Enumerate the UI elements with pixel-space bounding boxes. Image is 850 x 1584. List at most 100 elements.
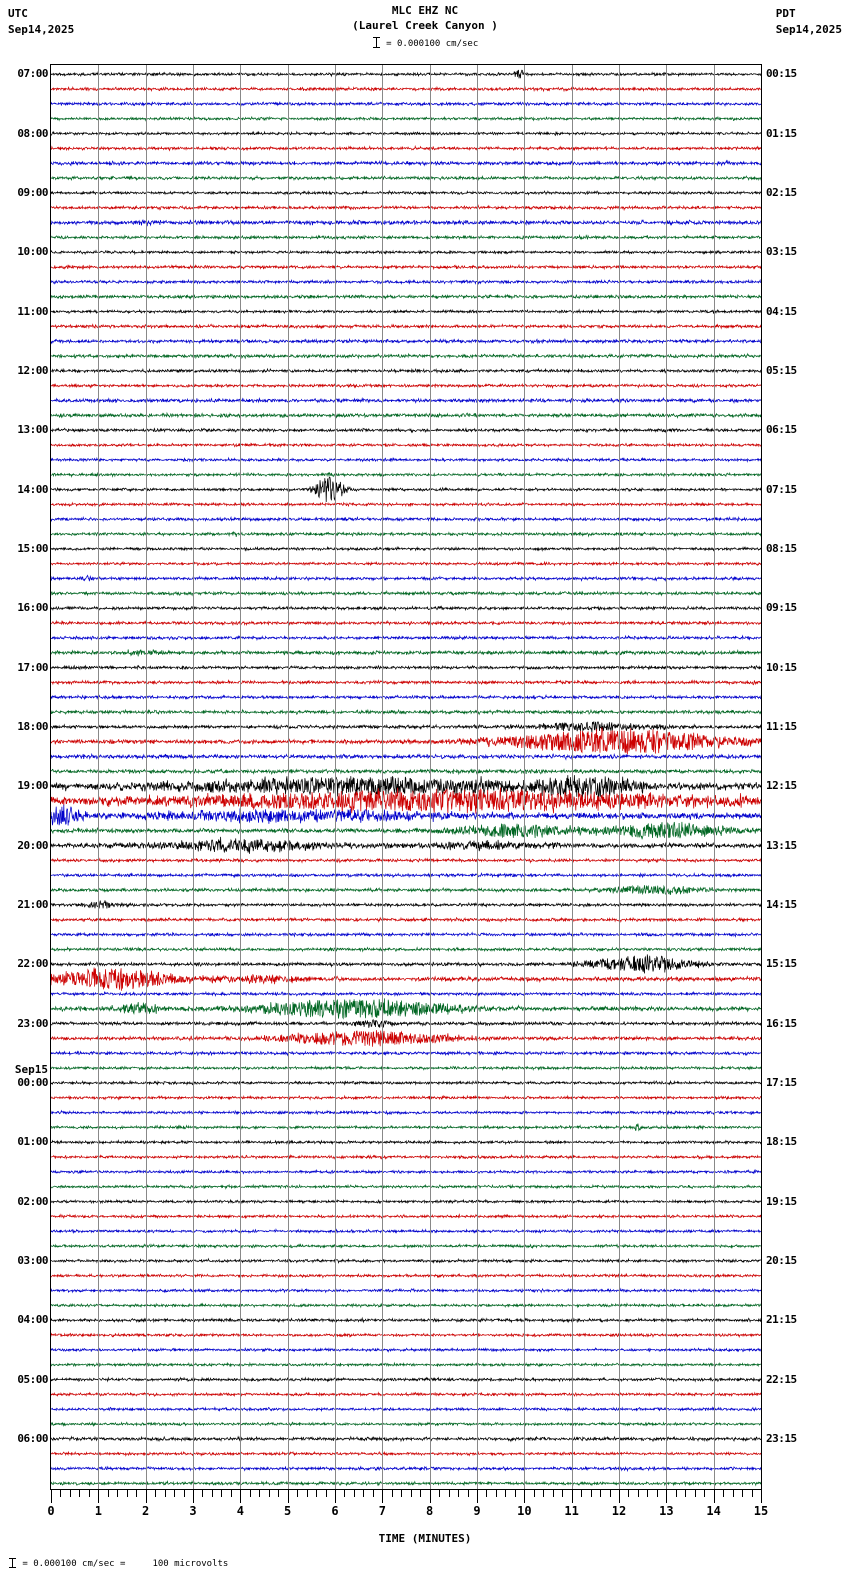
- trace-81-red: [51, 1272, 761, 1279]
- trace-50-blue: [51, 804, 761, 826]
- trace-3-green: [51, 115, 761, 122]
- helicorder-plot[interactable]: [50, 64, 762, 1490]
- trace-89-red: [51, 1391, 761, 1398]
- trace-20-black: [51, 367, 761, 374]
- trace-15-green: [51, 293, 761, 300]
- pdt-time-label-1015: 10:15: [766, 660, 797, 674]
- trace-64-black: [51, 1018, 761, 1028]
- trace-92-black: [51, 1435, 761, 1443]
- utc-time-label-1200: 12:00: [17, 363, 48, 377]
- trace-55-green: [51, 884, 761, 896]
- trace-19-green: [51, 352, 761, 360]
- x-tick-minor: [259, 1490, 261, 1497]
- trace-30-blue: [51, 515, 761, 523]
- trace-37-red: [51, 619, 761, 627]
- x-tick-minor: [533, 1490, 535, 1497]
- x-tick-label-14: 14: [706, 1504, 721, 1518]
- trace-70-blue: [51, 1109, 761, 1116]
- x-tick-minor: [647, 1490, 649, 1497]
- x-tick-minor: [297, 1490, 299, 1497]
- x-tick-minor: [107, 1490, 109, 1497]
- x-tick-label-5: 5: [284, 1504, 292, 1518]
- footer-scale-bar-icon: [8, 1558, 17, 1568]
- left-timezone-label: UTC: [8, 7, 28, 20]
- x-tick-minor: [628, 1490, 630, 1497]
- trace-8-black: [51, 189, 761, 196]
- pdt-time-label-0015: 00:15: [766, 67, 797, 81]
- trace-57-red: [51, 916, 761, 924]
- trace-22-blue: [51, 396, 761, 404]
- trace-59-green: [51, 946, 761, 953]
- pdt-time-label-1815: 18:15: [766, 1135, 797, 1149]
- x-tick-label-10: 10: [517, 1504, 532, 1518]
- pdt-time-label-1115: 11:15: [766, 719, 797, 733]
- gridline-minute-9: [477, 65, 478, 1489]
- x-tick-minor: [344, 1490, 346, 1497]
- x-tick-minor: [117, 1490, 119, 1497]
- x-tick-minor: [136, 1490, 138, 1497]
- x-tick-major: [761, 1490, 762, 1503]
- trace-25-red: [51, 442, 761, 449]
- x-tick-minor: [316, 1490, 318, 1497]
- trace-40-black: [51, 664, 761, 671]
- trace-35-green: [51, 589, 761, 597]
- x-tick-major: [240, 1490, 242, 1503]
- scale-reference-text: = 0.000100 cm/sec: [386, 39, 479, 49]
- x-tick-minor: [742, 1490, 744, 1497]
- pdt-time-label-0115: 01:15: [766, 126, 797, 140]
- x-axis-title: TIME (MINUTES): [378, 1532, 472, 1545]
- right-timezone-label: PDT: [775, 7, 796, 20]
- x-tick-minor: [656, 1490, 658, 1497]
- pdt-time-label-0215: 02:15: [766, 185, 797, 199]
- right-date-label: Sep14,2025: [775, 23, 842, 36]
- trace-10-blue: [51, 218, 761, 227]
- header: UTC Sep14,2025 MLC EHZ NC (Laurel Creek …: [0, 0, 850, 58]
- x-tick-minor: [372, 1490, 374, 1497]
- header-left-timezone-block: UTC Sep14,2025: [8, 6, 74, 38]
- utc-time-label-1600: 16:00: [17, 601, 48, 615]
- x-tick-label-12: 12: [611, 1504, 627, 1518]
- utc-time-label-1000: 10:00: [17, 245, 48, 259]
- trace-84-black: [51, 1316, 761, 1324]
- trace-67-green: [51, 1065, 761, 1072]
- trace-77-red: [51, 1213, 761, 1220]
- trace-43-green: [51, 708, 761, 716]
- utc-time-label-1900: 19:00: [17, 779, 48, 793]
- trace-49-red: [51, 787, 761, 814]
- trace-51-green: [51, 821, 761, 840]
- pdt-time-label-1215: 12:15: [766, 779, 797, 793]
- x-tick-minor: [637, 1490, 639, 1497]
- x-tick-minor: [88, 1490, 90, 1497]
- trace-52-black: [51, 836, 761, 854]
- trace-1-red: [51, 85, 761, 93]
- utc-time-label-1100: 11:00: [17, 304, 48, 318]
- utc-time-label-0900: 09:00: [17, 185, 48, 199]
- x-tick-minor: [410, 1490, 412, 1497]
- trace-44-black: [51, 720, 761, 733]
- x-tick-minor: [590, 1490, 592, 1497]
- x-axis: 0 1 2 3 4 5 6 7 8 9 10 11 12 13 14 15: [47, 1490, 768, 1530]
- pdt-time-label-1915: 19:15: [766, 1194, 797, 1208]
- trace-24-black: [51, 427, 761, 434]
- x-tick-minor: [543, 1490, 545, 1497]
- trace-83-green: [51, 1302, 761, 1309]
- x-tick-major: [713, 1490, 715, 1503]
- trace-69-red: [51, 1094, 761, 1101]
- x-tick-label-0: 0: [47, 1504, 55, 1518]
- trace-21-red: [51, 382, 761, 389]
- footer-scale-text: = 0.000100 cm/sec = 100 microvolts: [22, 1559, 229, 1569]
- x-tick-minor: [391, 1490, 393, 1497]
- x-tick-minor: [723, 1490, 725, 1497]
- utc-time-label-0500: 05:00: [17, 1372, 48, 1386]
- seismogram-traces: [51, 69, 761, 1487]
- x-tick-minor: [306, 1490, 308, 1497]
- trace-18-blue: [51, 337, 761, 345]
- gridline-minute-10: [524, 65, 526, 1489]
- x-tick-minor: [230, 1490, 232, 1497]
- header-center-block: MLC EHZ NC (Laurel Creek Canyon ): [0, 3, 850, 33]
- trace-17-red: [51, 323, 761, 330]
- x-tick-label-13: 13: [659, 1504, 674, 1518]
- trace-72-black: [51, 1139, 761, 1146]
- gridline-minute-3: [193, 65, 194, 1489]
- trace-54-blue: [51, 872, 761, 879]
